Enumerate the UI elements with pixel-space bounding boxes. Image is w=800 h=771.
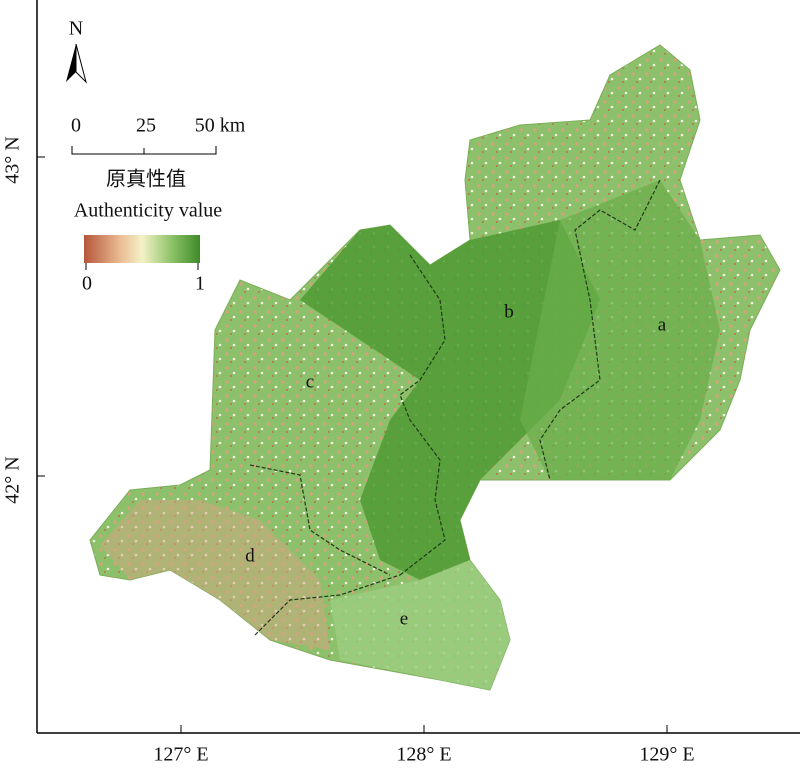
boundary — [254, 574, 401, 636]
north-arrow — [66, 44, 76, 82]
legend-min: 0 — [82, 273, 92, 295]
low-value-zone — [100, 500, 330, 650]
scale-label: 50 km — [195, 115, 246, 137]
boundary — [249, 464, 391, 576]
lat-label: 42° N — [2, 456, 24, 503]
region-label: c — [306, 371, 314, 392]
region-label: d — [245, 545, 255, 566]
lon-label: 127° E — [153, 744, 208, 766]
scale-label: 25 — [136, 115, 156, 137]
legend-title: Authenticity value — [74, 200, 222, 222]
region-label: e — [400, 608, 408, 629]
legend-title: 原真性值 — [106, 168, 186, 191]
boundaries — [249, 179, 661, 636]
lon-label: 129° E — [639, 744, 694, 766]
boundary — [399, 254, 446, 576]
high-value-zone — [300, 220, 600, 580]
lat-label: 43° N — [2, 136, 24, 183]
scale-label: 0 — [71, 115, 81, 137]
legend-colorbar — [84, 235, 200, 263]
region-label: b — [504, 301, 514, 322]
lon-label: 128° E — [396, 744, 451, 766]
legend-max: 1 — [195, 273, 205, 295]
boundary — [539, 179, 661, 481]
medium-value-zone — [520, 180, 720, 480]
north-arrow — [75, 43, 87, 84]
north-label: N — [69, 18, 83, 40]
upland-zone — [330, 560, 510, 690]
region-label: a — [658, 314, 667, 335]
